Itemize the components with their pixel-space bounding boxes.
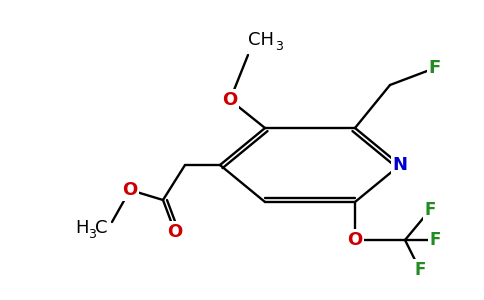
Text: F: F bbox=[429, 231, 441, 249]
Text: O: O bbox=[348, 231, 363, 249]
Text: C: C bbox=[95, 219, 107, 237]
Text: CH: CH bbox=[248, 31, 274, 49]
Text: F: F bbox=[414, 261, 426, 279]
Text: F: F bbox=[424, 201, 436, 219]
Text: H: H bbox=[75, 219, 89, 237]
Text: 3: 3 bbox=[88, 227, 96, 241]
Text: N: N bbox=[393, 156, 408, 174]
Text: F: F bbox=[429, 59, 441, 77]
Text: O: O bbox=[167, 223, 182, 241]
Text: 3: 3 bbox=[275, 40, 283, 52]
Text: O: O bbox=[122, 181, 137, 199]
Text: O: O bbox=[222, 91, 238, 109]
